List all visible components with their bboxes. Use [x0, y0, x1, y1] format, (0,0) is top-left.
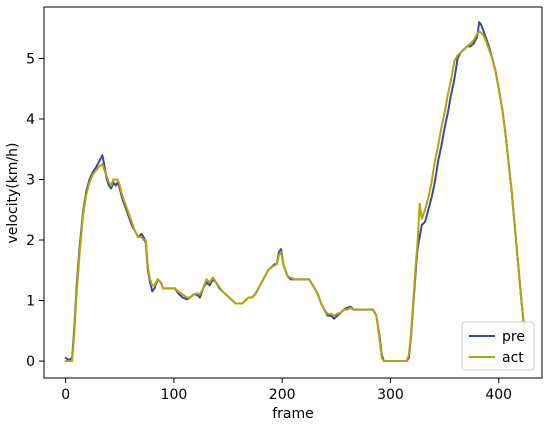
x-tick-label-300: 300 — [377, 387, 404, 403]
y-tick-label-1: 1 — [26, 294, 35, 310]
legend: pre act — [461, 321, 535, 371]
series-layer — [64, 21, 526, 363]
y-tick-label-5: 5 — [26, 51, 35, 67]
legend-label-act: act — [502, 350, 524, 366]
x-tick-label-200: 200 — [269, 387, 296, 403]
y-tick-label-4: 4 — [26, 112, 35, 128]
y-axis-label: velocity(km/h) — [5, 143, 21, 244]
y-tick-label-2: 2 — [26, 233, 35, 249]
x-tick-label-0: 0 — [61, 387, 70, 403]
legend-label-pre: pre — [502, 329, 525, 345]
x-tick-label-400: 400 — [485, 387, 512, 403]
axes-layer: 0 100 200 300 400 0 1 2 3 4 5 — [26, 6, 543, 403]
series-line-act — [64, 30, 526, 363]
y-tick-label-0: 0 — [26, 354, 35, 370]
x-axis-label: frame — [272, 406, 314, 422]
x-tick-label-100: 100 — [161, 387, 188, 403]
plot-frame — [43, 6, 543, 379]
y-tick-label-3: 3 — [26, 172, 35, 188]
